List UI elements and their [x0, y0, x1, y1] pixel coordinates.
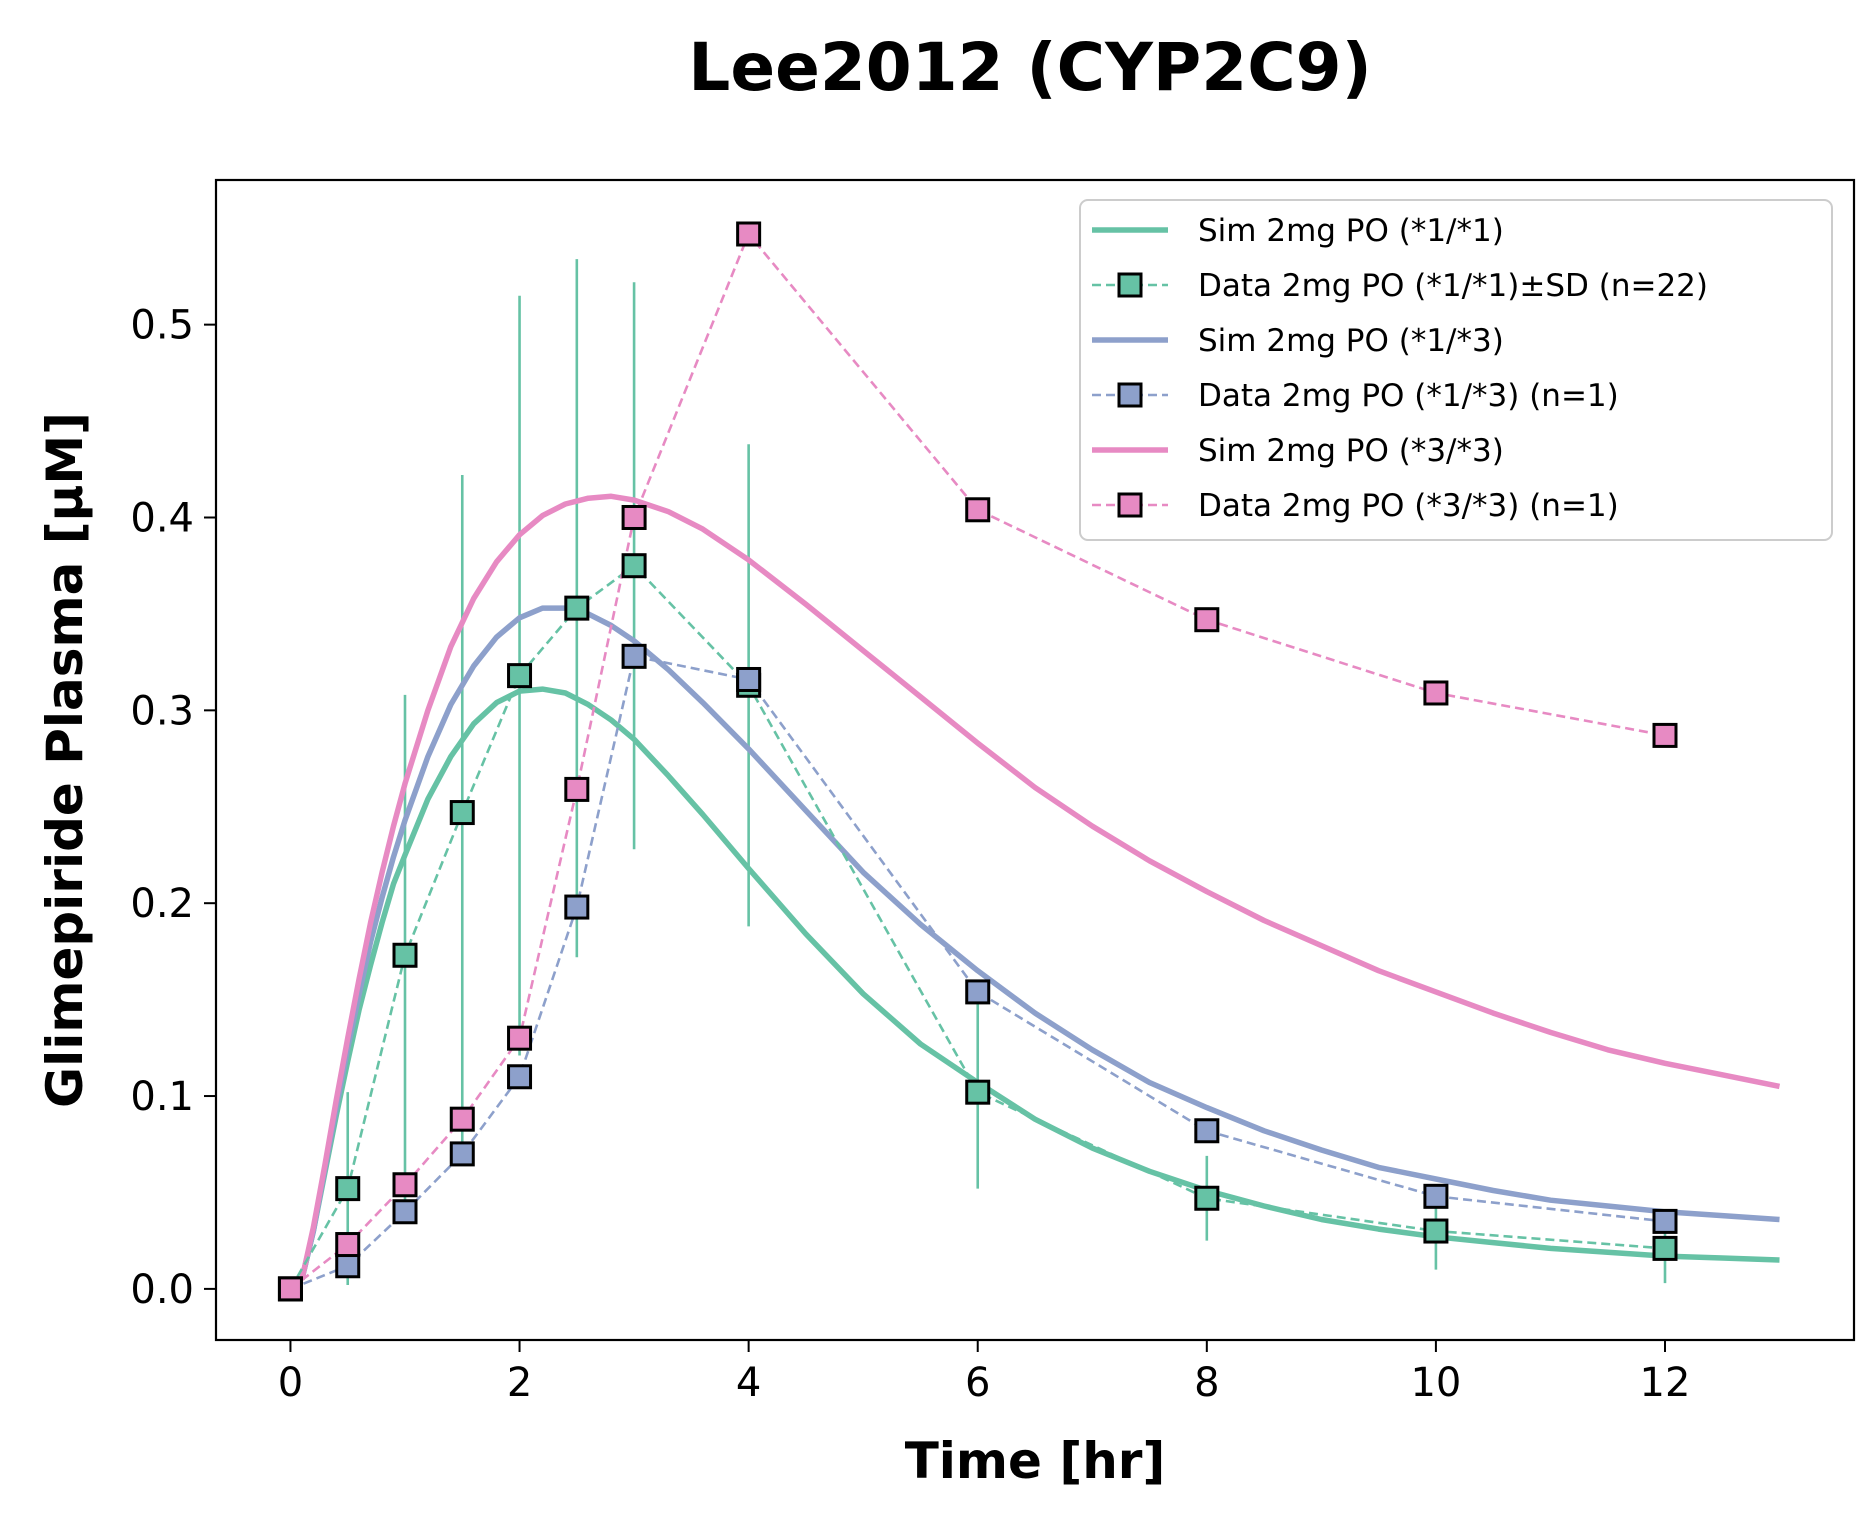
- data-point: [277, 1276, 303, 1302]
- data-point: [965, 979, 991, 1005]
- legend-label: Sim 2mg PO (*3/*3): [1198, 433, 1504, 469]
- data-point: [1423, 1183, 1449, 1209]
- axes-frame: [214, 178, 1856, 1342]
- x-axis-label: Time [hr]: [905, 1432, 1166, 1490]
- legend-marker: [1117, 272, 1143, 298]
- axis-ticks: 0 2 4 6 8 10 12 0.0 0.1 0.2 0.3 0.4 0.5: [130, 303, 1690, 1406]
- data-point: [736, 666, 762, 692]
- data-point: [564, 776, 590, 802]
- sim-curve: [299, 686, 1780, 1280]
- y-tick-label: 0.5: [130, 303, 194, 349]
- x-tick-label: 2: [507, 1360, 532, 1406]
- data-point: [965, 1079, 991, 1105]
- plot-area: [277, 221, 1781, 1302]
- legend: Sim 2mg PO (*1/*1) Data 2mg PO (*1/*1)±SD…: [1079, 199, 1833, 541]
- legend-label: Data 2mg PO (*3/*3) (n=1): [1198, 488, 1619, 524]
- data-point: [449, 1141, 475, 1167]
- legend-box: [1079, 199, 1833, 541]
- data-point: [564, 595, 590, 621]
- data-line: [289, 563, 1666, 1290]
- legend-marker: [1117, 492, 1143, 518]
- data-point: [507, 1064, 533, 1090]
- x-tick-label: 8: [1194, 1360, 1219, 1406]
- data-point: [335, 1232, 361, 1258]
- data-point: [1194, 1185, 1220, 1211]
- data-point: [1194, 1118, 1220, 1144]
- y-axis-label: Glimepiride Plasma [µM]: [36, 412, 94, 1108]
- data-point: [1423, 680, 1449, 706]
- data-point: [621, 553, 647, 579]
- data-point: [1652, 1235, 1678, 1261]
- legend-label: Sim 2mg PO (*1/*3): [1198, 323, 1504, 359]
- data-point: [392, 1172, 418, 1198]
- data-point: [621, 504, 647, 530]
- data-point: [621, 643, 647, 669]
- y-tick-label: 0.0: [130, 1267, 194, 1313]
- data-point: [507, 663, 533, 689]
- data-point: [1652, 1208, 1678, 1234]
- data-point: [392, 1199, 418, 1225]
- y-tick-label: 0.1: [130, 1074, 194, 1120]
- y-tick-label: 0.4: [130, 495, 194, 541]
- data-point: [965, 497, 991, 523]
- data-point: [1423, 1218, 1449, 1244]
- x-tick-label: 6: [965, 1360, 990, 1406]
- legend-label: Data 2mg PO (*1/*3) (n=1): [1198, 378, 1619, 414]
- data-point: [507, 1025, 533, 1051]
- legend-marker: [1117, 382, 1143, 408]
- legend-label: Sim 2mg PO (*1/*1): [1198, 213, 1504, 249]
- y-tick-label: 0.3: [130, 688, 194, 734]
- data-point: [736, 221, 762, 247]
- data-point: [335, 1253, 361, 1279]
- data-point: [1194, 607, 1220, 633]
- data-point: [449, 1106, 475, 1132]
- sim-curve: [299, 493, 1781, 1280]
- legend-label: Data 2mg PO (*1/*1)±SD (n=22): [1198, 268, 1708, 304]
- sim-curve: [299, 605, 1780, 1280]
- x-tick-label: 4: [736, 1360, 761, 1406]
- data-point: [392, 942, 418, 968]
- x-tick-label: 0: [278, 1360, 303, 1406]
- x-tick-label: 12: [1640, 1360, 1691, 1406]
- chart-title: Lee2012 (CYP2C9): [688, 29, 1371, 106]
- data-point: [564, 894, 590, 920]
- y-tick-label: 0.2: [130, 881, 194, 927]
- data-point: [335, 1176, 361, 1202]
- x-tick-label: 10: [1410, 1360, 1461, 1406]
- data-point: [449, 800, 475, 826]
- data-point: [1652, 722, 1678, 748]
